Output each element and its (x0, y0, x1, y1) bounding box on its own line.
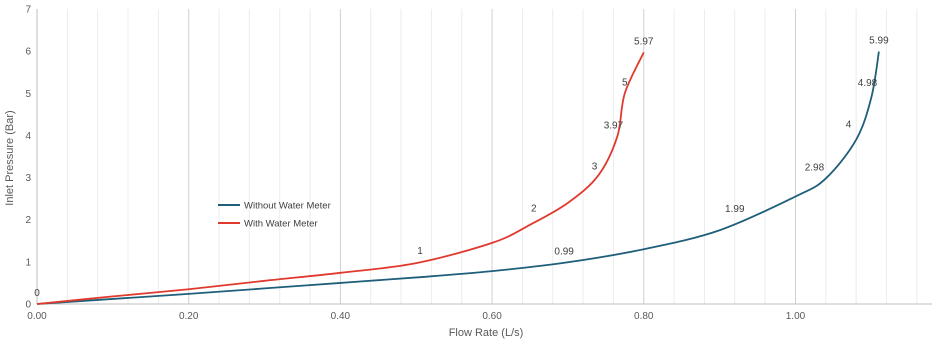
x-tick-label: 0.60 (482, 311, 502, 322)
y-tick-label: 5 (25, 89, 31, 100)
data-labels: 0.99 1.99 2.98 4 4.98 5.99 0 1 2 3 3.97 5 5.97 (34, 36, 889, 299)
x-tick-label: 0.00 (27, 311, 47, 322)
y-tick-label: 1 (25, 257, 31, 268)
data-label: 4 (846, 119, 852, 130)
y-tick-label: 7 (25, 5, 31, 16)
axes: 0.00 0.20 0.40 0.60 0.80 1.00 0 1 2 3 4 5 6 7 (25, 5, 932, 322)
data-label: 5 (622, 77, 628, 88)
legend: Without Water Meter With Water Meter (218, 201, 331, 230)
legend-entry: With Water Meter (244, 219, 318, 230)
y-tick-label: 3 (25, 173, 31, 184)
y-tick-label: 2 (25, 215, 31, 226)
data-label: 1.99 (725, 204, 745, 215)
data-label: 2 (531, 204, 537, 215)
x-tick-label: 0.80 (634, 311, 654, 322)
series-layer (36, 51, 880, 305)
data-label: 4.98 (858, 78, 878, 89)
x-tick-label: 0.40 (331, 311, 351, 322)
data-label: 0.99 (554, 246, 574, 257)
data-label: 2.98 (805, 162, 825, 173)
data-label: 3.97 (604, 121, 624, 132)
data-label: 3 (592, 162, 598, 173)
legend-entry: Without Water Meter (244, 201, 331, 212)
x-axis-title: Flow Rate (L/s) (449, 327, 524, 339)
x-tick-label: 1.00 (786, 311, 806, 322)
series-line-with-water-meter (36, 52, 645, 305)
y-axis-title: Inlet Pressure (Bar) (4, 110, 16, 205)
y-tick-label: 6 (25, 47, 31, 58)
data-label: 5.97 (634, 36, 654, 47)
data-label: 5.99 (869, 36, 889, 47)
data-label: 1 (417, 246, 423, 257)
x-tick-label: 0.20 (179, 311, 199, 322)
grid (66, 9, 918, 304)
y-tick-label: 4 (25, 131, 31, 142)
data-label: 0 (34, 288, 40, 299)
series-line-without-water-meter (36, 51, 880, 305)
y-tick-label: 0 (25, 300, 31, 311)
